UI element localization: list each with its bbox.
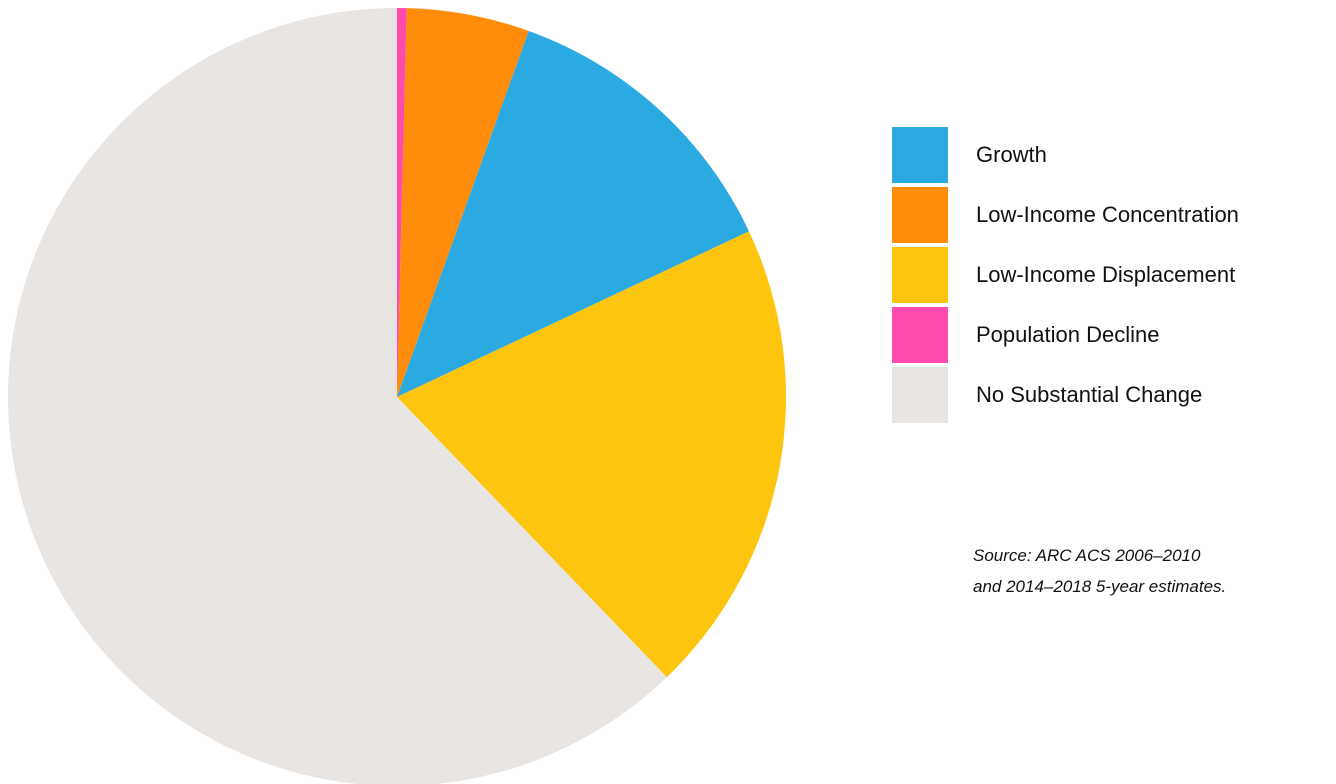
pie-slice-population-decline [397,7,407,398]
pie-slice-low-income-displacement [397,231,787,678]
pie-chart [8,7,787,784]
legend-label-low-income-displacement: Low-Income Displacement [976,262,1236,287]
legend-item-growth: Growth [892,127,1332,183]
legend-swatch-no-substantial-change [892,367,948,423]
legend-item-population-decline: Population Decline [892,307,1332,363]
legend-item-low-income-concentration: Low-Income Concentration [892,187,1332,243]
legend-swatch-growth [892,127,948,183]
pie-slice-low-income-concentration [397,8,529,398]
pie-slice-no-substantial-change [8,8,667,784]
legend: Growth Low-Income Concentration Low-Inco… [892,127,1332,427]
legend-swatch-low-income-displacement [892,247,948,303]
legend-swatch-low-income-concentration [892,187,948,243]
legend-label-growth: Growth [976,142,1047,167]
source-note-line-2: and 2014–2018 5-year estimates. [973,577,1227,596]
legend-item-no-substantial-change: No Substantial Change [892,367,1332,423]
legend-label-no-substantial-change: No Substantial Change [976,382,1203,407]
legend-label-population-decline: Population Decline [976,322,1160,347]
legend-item-low-income-displacement: Low-Income Displacement [892,247,1332,303]
legend-label-low-income-concentration: Low-Income Concentration [976,202,1239,227]
pie-slice-growth [397,31,749,397]
source-note-line-1: Source: ARC ACS 2006–2010 [973,546,1201,565]
legend-swatch-population-decline [892,307,948,363]
source-note: Source: ARC ACS 2006–2010 and 2014–2018 … [973,540,1333,602]
